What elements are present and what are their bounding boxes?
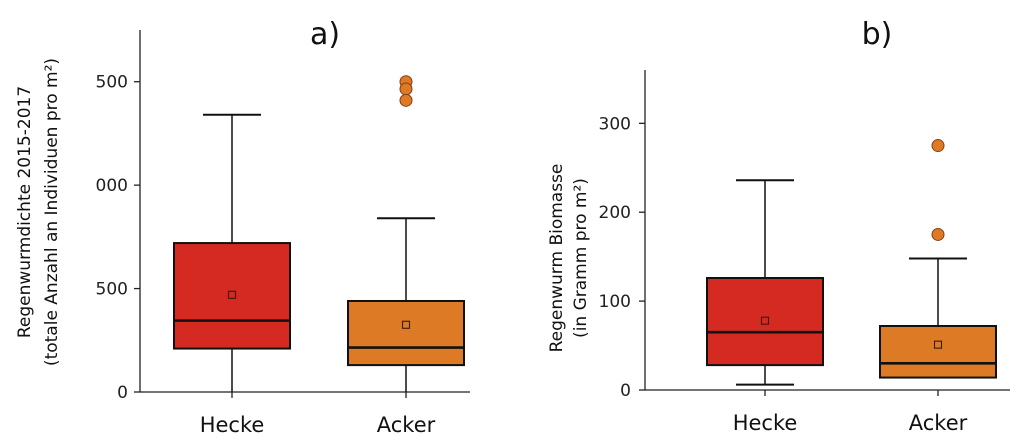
- outlier-point: [931, 227, 945, 241]
- y-tick-label: 000: [96, 176, 128, 196]
- panel-title: a): [310, 17, 340, 52]
- y-tick-label: 0: [117, 383, 128, 403]
- category-label: Hecke: [200, 413, 265, 437]
- category-label: Hecke: [733, 411, 798, 435]
- chart-panel-a: 0 500 000 500 Hecke Acker a) Regenwurmdichte 20…: [15, 17, 470, 437]
- category-label: Acker: [909, 411, 968, 435]
- outlier-point: [399, 93, 413, 107]
- mean-marker: [227, 290, 237, 299]
- y-tick-label: 100: [599, 292, 631, 312]
- chart-panel-b: 0 100 200 300 Hecke Acker b) Regenwurm Biomasse…: [547, 17, 1010, 435]
- mean-marker: [933, 340, 943, 349]
- y-tick-label: 300: [599, 114, 631, 134]
- outlier-point: [931, 139, 945, 153]
- y-tick-label: 200: [599, 203, 631, 223]
- y-axis-label-unit: (in Gramm pro m²): [571, 178, 591, 338]
- box-acker: [347, 299, 465, 367]
- panel-title: b): [862, 17, 893, 52]
- y-tick-label: 500: [96, 73, 128, 93]
- mean-marker: [401, 320, 411, 329]
- box-hecke: [173, 242, 291, 350]
- category-label: Acker: [377, 413, 436, 437]
- y-axis-label: Regenwurm Biomasse: [547, 164, 567, 353]
- y-axis-label: Regenwurmdichte 2015-2017: [15, 86, 35, 338]
- mean-marker: [760, 316, 770, 325]
- y-axis-label-unit: (totale Anzahl an Individuen pro m²): [42, 58, 62, 366]
- box-hecke: [706, 277, 824, 367]
- y-tick-label: 0: [620, 381, 631, 401]
- box-acker: [879, 325, 997, 379]
- y-tick-label: 500: [96, 280, 128, 300]
- outlier-point: [399, 82, 413, 96]
